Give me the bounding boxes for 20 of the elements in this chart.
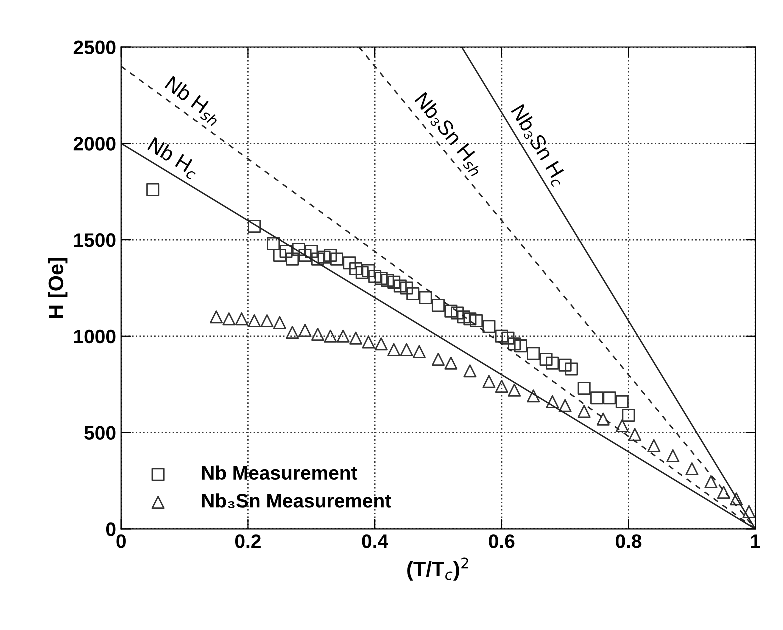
text: Nb H$_{c}$ <box>146 136 202 181</box>
legend-label: Nb₃Sn Measurement <box>202 494 392 508</box>
text: Nb₃Sn H$_{c}$ <box>508 104 570 188</box>
y-tick-label: 500 <box>84 426 116 440</box>
y-tick-label: 0 <box>106 522 116 536</box>
legend-label: Nb Measurement <box>202 466 358 480</box>
x-tick-label: 0.6 <box>489 534 515 548</box>
x-tick-label: 0.8 <box>616 534 642 548</box>
text: Nb H$_{sh}$ <box>162 75 224 127</box>
text: Nb₃Sn H$_{sh}$ <box>412 92 488 178</box>
y-tick-label: 2500 <box>74 40 116 54</box>
y-tick-label: 1000 <box>74 330 116 344</box>
y-axis-title: H [Oe] <box>48 258 68 318</box>
x-tick-label: 0.4 <box>362 534 388 548</box>
y-tick-label: 2000 <box>74 137 116 151</box>
x-tick-label: 0.2 <box>235 534 261 548</box>
y-tick-label: 1500 <box>74 234 116 248</box>
x-tick-label: 0 <box>116 534 126 548</box>
x-axis-title: (T/T$_{c}$)$^{2}$ <box>408 558 468 581</box>
x-tick-label: 1 <box>751 534 760 548</box>
